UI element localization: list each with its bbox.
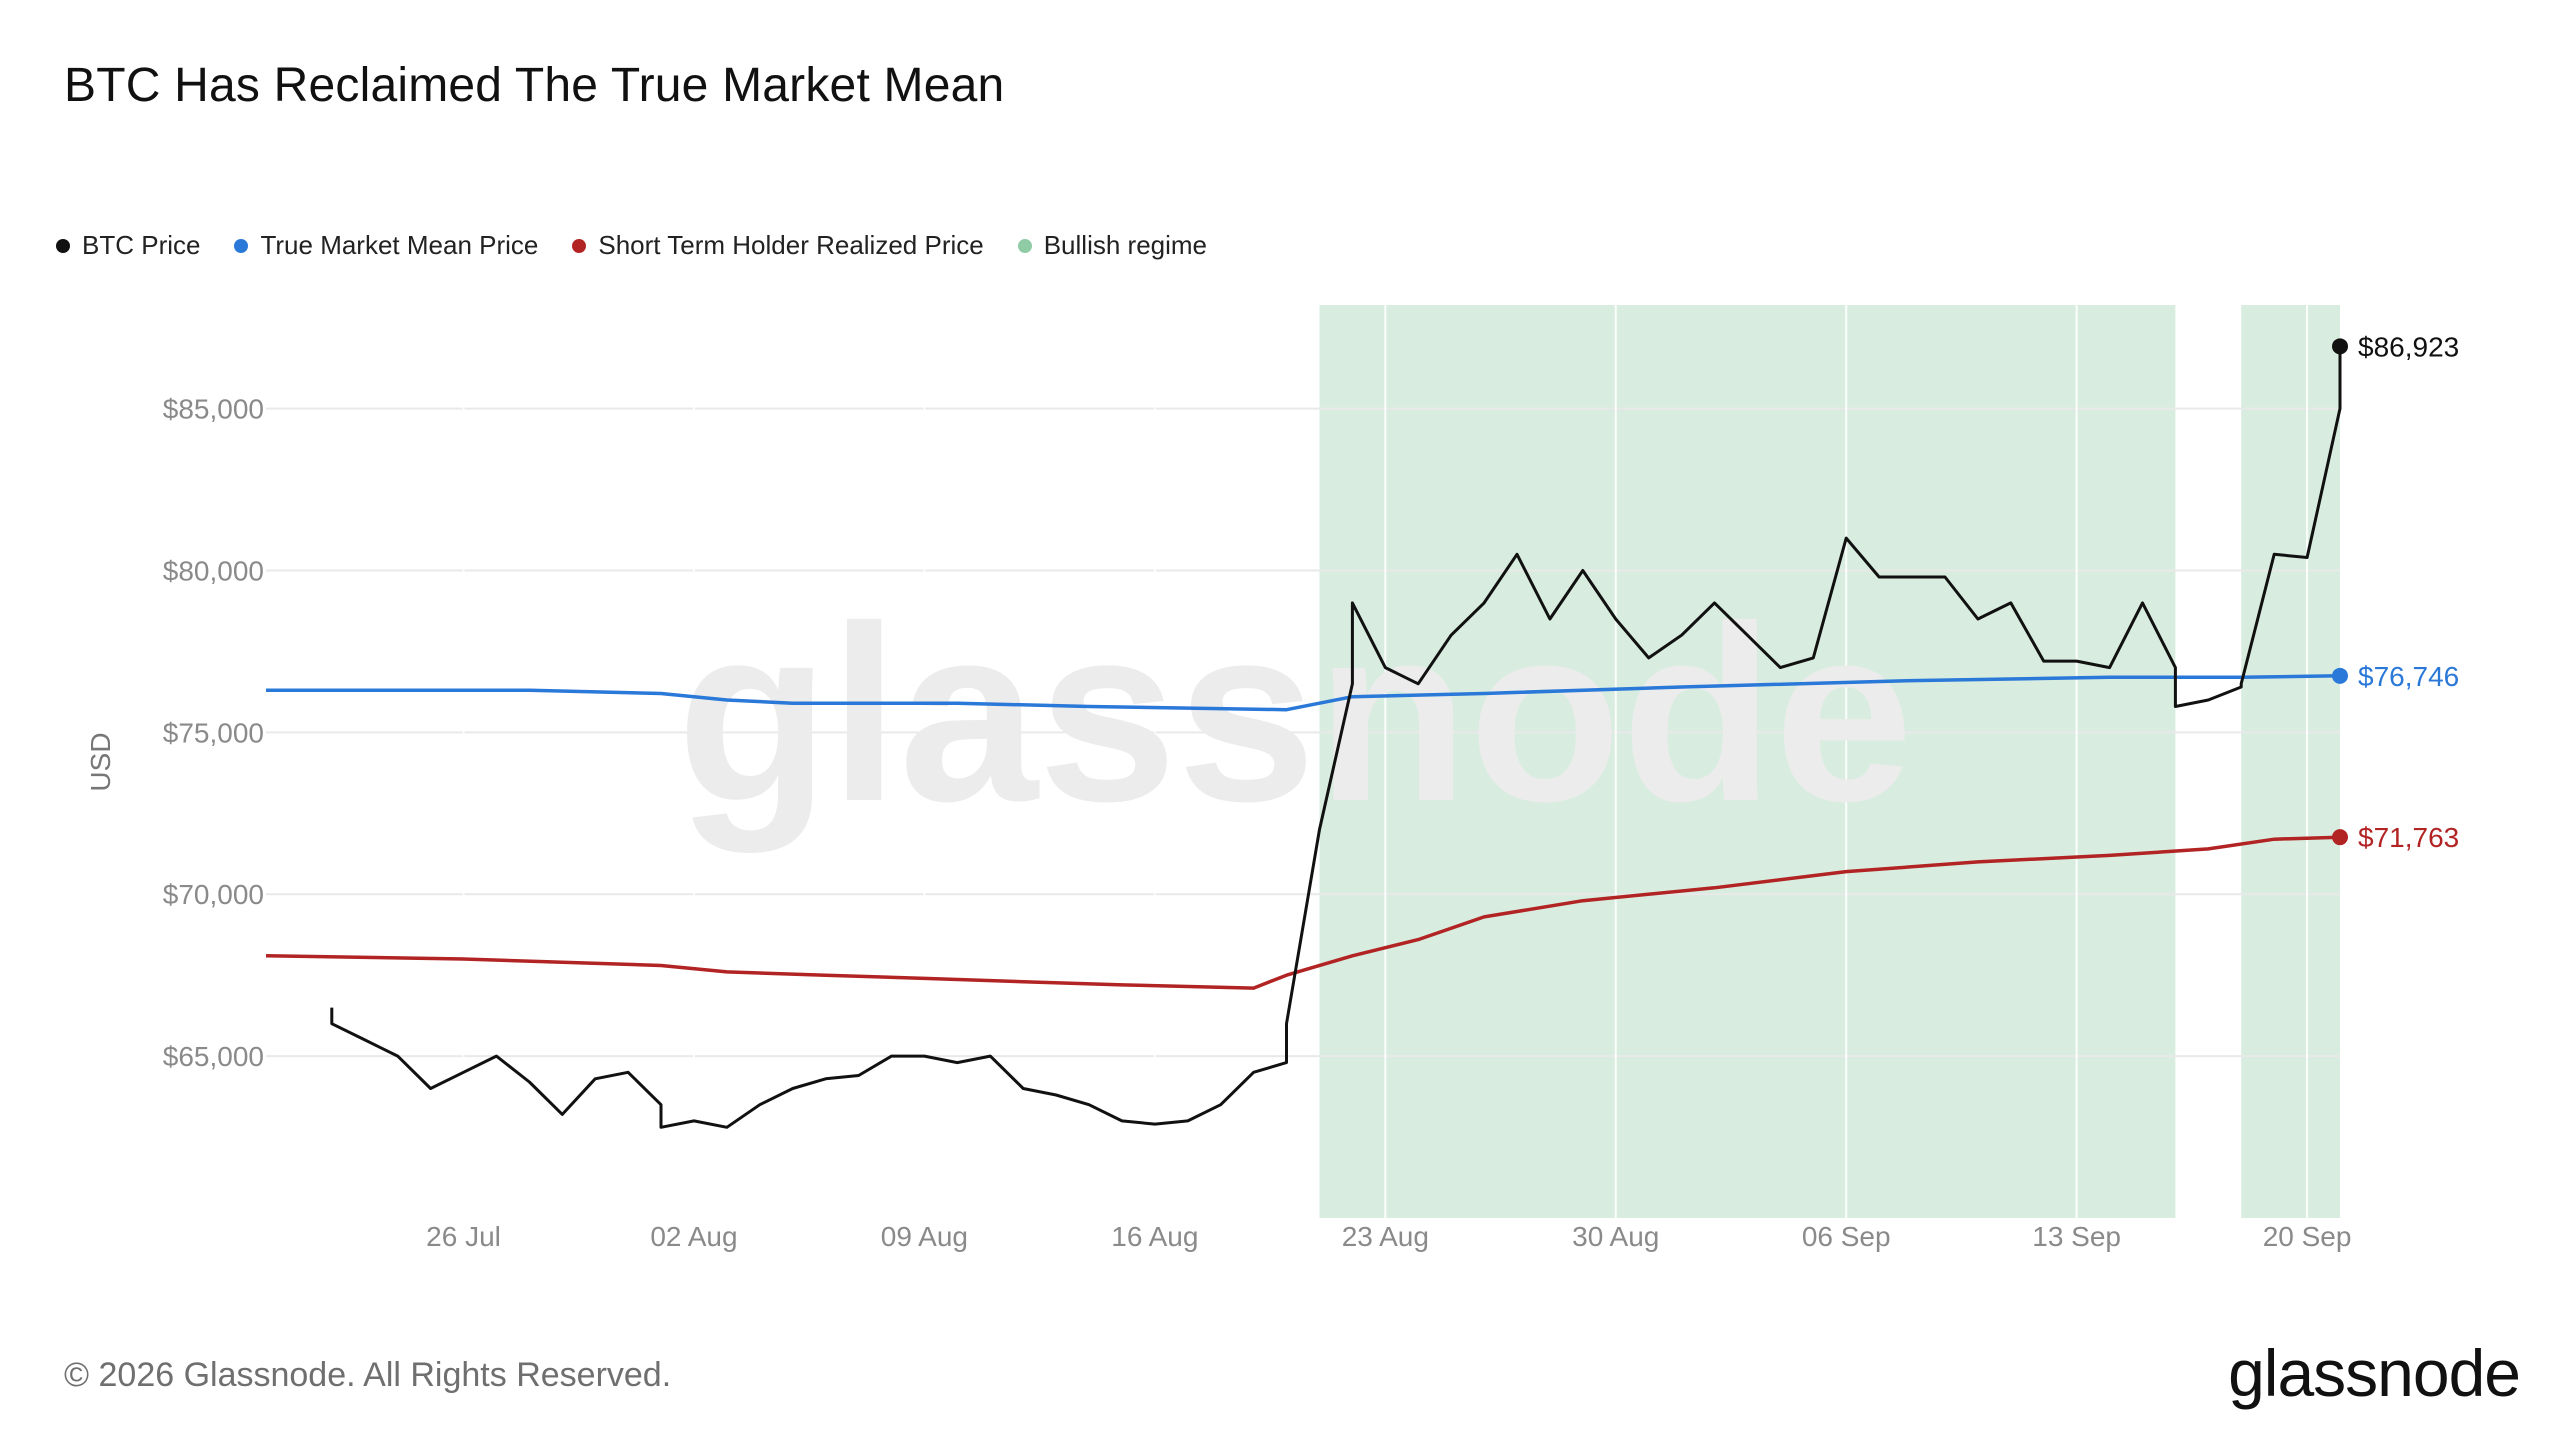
chart-title: BTC Has Reclaimed The True Market Mean <box>64 59 1005 112</box>
series-line-1 <box>266 674 2341 712</box>
x-axis-ticks: 26 Jul 02 Aug 09 Aug 16 Aug 23 Aug 30 Aug 06 S… <box>426 1221 2351 1252</box>
legend-label-sth-realized: Short Term Holder Realized Price <box>598 230 984 260</box>
end-value-label-2: $71,763 <box>2358 822 2459 853</box>
series-layer <box>265 346 2342 1129</box>
x-tick-label: 09 Aug <box>881 1221 968 1252</box>
x-tick-label: 23 Aug <box>1342 1221 1429 1252</box>
x-tick-label: 02 Aug <box>650 1221 737 1252</box>
y-tick-label: $75,000 <box>163 717 264 748</box>
legend-item-sth-realized[interactable]: Short Term Holder Realized Price <box>572 230 984 261</box>
grid-layer <box>266 305 2340 1218</box>
x-tick-label: 20 Sep <box>2263 1221 2352 1252</box>
y-axis-label: USD <box>85 732 116 791</box>
x-tick-label: 26 Jul <box>426 1221 501 1252</box>
x-tick-label: 13 Sep <box>2032 1221 2121 1252</box>
legend-item-bullish-regime[interactable]: Bullish regime <box>1017 230 1208 261</box>
bullish-regime-band-0 <box>1319 305 2176 1218</box>
legend-label-btc-price: BTC Price <box>82 230 201 260</box>
legend-dot-sth-realized <box>572 238 587 253</box>
legend-item-btc-price[interactable]: BTC Price <box>56 230 200 261</box>
brand-logo: glassnode <box>2228 1336 2521 1410</box>
series-line-2 <box>265 835 2341 990</box>
legend-dot-bullish-regime <box>1017 238 1032 253</box>
end-marker-2 <box>2332 829 2348 846</box>
y-tick-label: $70,000 <box>163 879 264 910</box>
end-marker-1 <box>2332 667 2348 684</box>
series-line-0 <box>330 346 2342 1129</box>
legend-item-true-market-mean[interactable]: True Market Mean Price <box>234 230 538 261</box>
end-marker-0 <box>2332 338 2348 355</box>
end-value-label-0: $86,923 <box>2358 331 2459 362</box>
y-tick-label: $85,000 <box>163 394 264 425</box>
x-tick-label: 06 Sep <box>1802 1221 1891 1252</box>
y-tick-label: $65,000 <box>163 1041 264 1072</box>
bullish-regime-band-1 <box>2241 305 2340 1218</box>
legend-label-bullish-regime: Bullish regime <box>1043 230 1208 260</box>
legend-dot-true-market-mean <box>234 238 249 253</box>
watermark: glassnode <box>677 574 1913 853</box>
legend-label-true-market-mean: True Market Mean Price <box>260 230 539 260</box>
x-tick-label: 16 Aug <box>1111 1221 1198 1252</box>
y-axis-ticks: $65,000 $70,000 $75,000 $80,000 $85,000 <box>163 394 264 1073</box>
y-tick-label: $80,000 <box>163 555 264 586</box>
x-tick-label: 30 Aug <box>1572 1221 1659 1252</box>
legend: BTC Price True Market Mean Price Short T… <box>56 230 1207 261</box>
end-value-label-1: $76,746 <box>2358 661 2459 692</box>
copyright-text: © 2026 Glassnode. All Rights Reserved. <box>64 1356 672 1394</box>
end-labels: $71,763 $76,746 $86,923 <box>2332 331 2459 853</box>
regime-layer <box>1319 305 2340 1218</box>
legend-dot-btc-price <box>56 238 70 253</box>
